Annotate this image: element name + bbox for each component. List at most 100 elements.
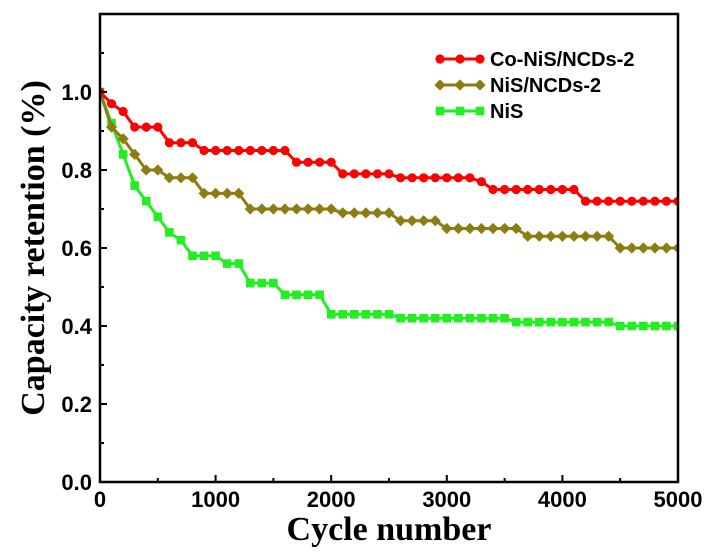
data-point [442, 313, 452, 323]
data-point [650, 196, 660, 206]
data-point [465, 313, 475, 323]
legend-marker [454, 79, 466, 91]
data-point [257, 145, 267, 156]
data-point [429, 215, 441, 227]
data-point [361, 310, 371, 319]
x-axis: 0 1000 2000 3000 4000 5000 [94, 475, 702, 512]
data-point [141, 196, 151, 206]
data-point [245, 145, 255, 156]
data-point [118, 150, 128, 159]
data-point [118, 106, 128, 117]
data-point [210, 187, 222, 199]
legend-item: NiS [435, 101, 523, 123]
data-point [186, 172, 199, 184]
data-point [290, 203, 303, 215]
data-point [430, 313, 440, 323]
data-point [153, 212, 163, 222]
data-point [604, 317, 613, 327]
data-point [141, 122, 151, 132]
data-point [303, 290, 313, 300]
data-point [244, 203, 256, 215]
data-point [442, 173, 452, 183]
legend-item: Co-NiS/NCDs-2 [435, 49, 634, 71]
data-point [627, 196, 637, 206]
series-line [99, 90, 678, 203]
data-point [140, 164, 152, 176]
data-point [176, 235, 186, 245]
data-point [510, 222, 522, 235]
legend-marker [474, 79, 486, 91]
data-point [280, 290, 290, 300]
data-point [338, 310, 348, 319]
data-point [477, 313, 486, 323]
data-point [475, 222, 488, 235]
data-point [117, 133, 129, 145]
data-point [314, 203, 326, 215]
data-point [488, 313, 498, 323]
data-point [396, 313, 405, 323]
series-2 [99, 87, 679, 331]
data-point [406, 215, 418, 227]
data-point [660, 242, 673, 254]
data-point [211, 145, 221, 156]
data-point [372, 169, 383, 179]
data-point [638, 196, 648, 206]
data-point [279, 203, 291, 215]
data-point [430, 173, 440, 183]
data-point [129, 148, 141, 160]
x-tick-label: 4000 [538, 487, 587, 512]
data-point [211, 251, 220, 261]
data-point [245, 278, 255, 288]
legend-item: NiS/NCDs-2 [434, 75, 601, 97]
data-point [626, 242, 638, 254]
data-point [407, 173, 417, 183]
data-point [315, 157, 325, 167]
data-point [302, 203, 314, 215]
data-point [256, 203, 268, 215]
series-1 [99, 86, 679, 254]
data-point [221, 187, 233, 199]
legend-label: NiS [490, 101, 523, 123]
data-point [394, 215, 407, 227]
data-point [534, 184, 544, 195]
data-point [591, 230, 603, 242]
data-point [188, 251, 197, 261]
data-point [360, 207, 372, 219]
y-axis: 0.0 0.2 0.4 0.6 0.8 1.0 [61, 52, 107, 495]
y-axis-title: Capacity retention (%) [15, 80, 52, 416]
y-tick-label: 1.0 [61, 80, 92, 105]
data-point [488, 184, 498, 195]
data-point [557, 184, 568, 195]
data-point [175, 172, 187, 184]
data-point [523, 184, 533, 195]
data-point [234, 259, 244, 268]
legend: Co-NiS/NCDs-2 NiS/NCDs-2 NiS [434, 49, 634, 123]
data-point [384, 169, 394, 179]
data-point [395, 173, 406, 183]
data-point [465, 173, 475, 183]
data-point [580, 196, 591, 206]
data-point [592, 196, 602, 206]
data-point [662, 321, 671, 331]
x-tick-label: 2000 [307, 487, 356, 512]
data-point [337, 207, 349, 219]
data-point [350, 310, 359, 319]
data-point [419, 173, 429, 183]
data-point [523, 317, 533, 327]
data-point [661, 196, 672, 206]
data-point [464, 222, 476, 235]
data-point [441, 222, 453, 235]
data-point [546, 184, 556, 195]
data-point [268, 145, 278, 156]
data-point [673, 321, 679, 331]
data-point [303, 157, 313, 167]
data-point [592, 317, 602, 327]
data-point [615, 321, 625, 331]
data-point [106, 99, 117, 109]
data-point [291, 157, 302, 167]
legend-label: NiS/NCDs-2 [490, 75, 601, 97]
data-point [326, 310, 336, 319]
data-point [153, 122, 163, 132]
x-tick-label: 0 [94, 487, 106, 512]
data-point [476, 177, 487, 187]
